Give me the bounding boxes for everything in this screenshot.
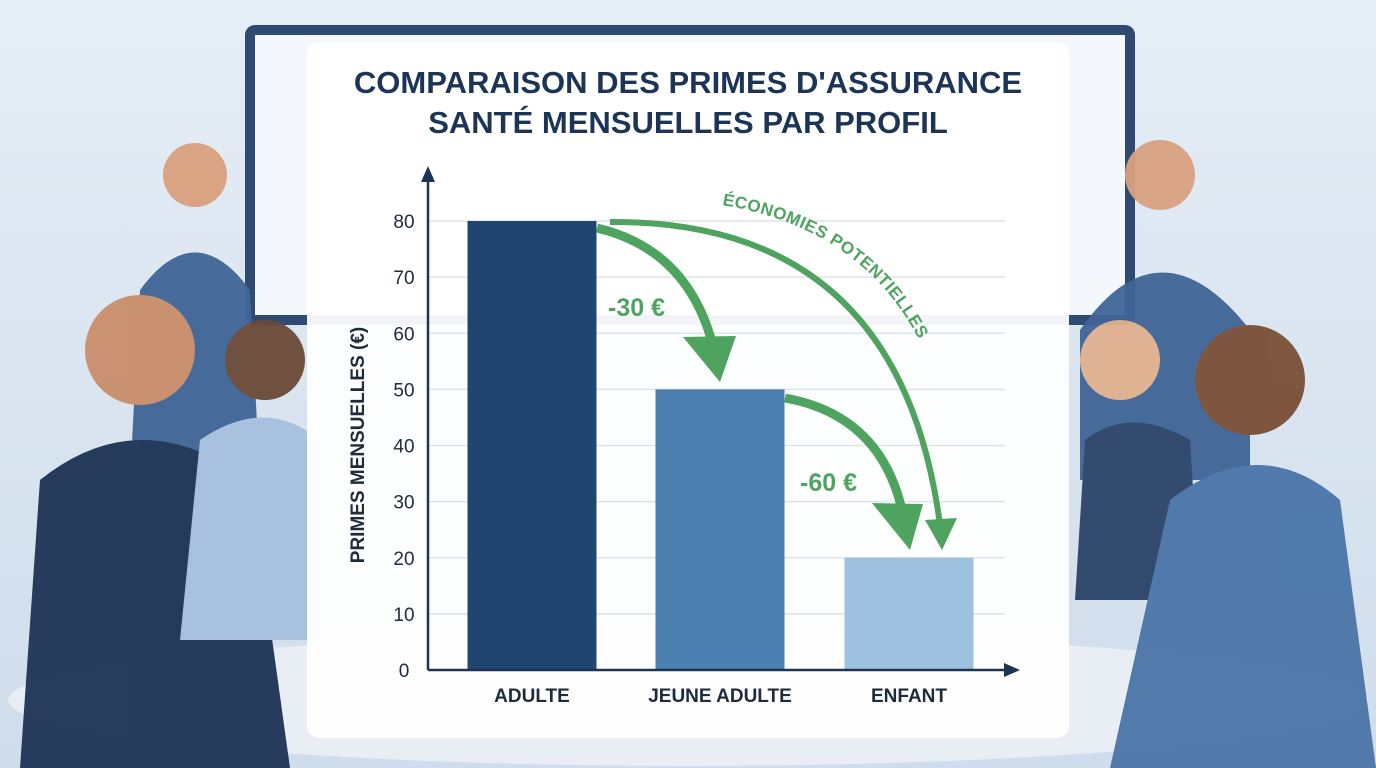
y-axis-arrow [421, 166, 435, 182]
annotation-minus-60: -60 € [800, 469, 857, 497]
x-tick-label: ENFANT [871, 686, 947, 707]
y-tick-label: 60 [393, 324, 414, 345]
bar-adulte [467, 221, 597, 670]
y-tick-label: 40 [393, 437, 414, 458]
y-tick-label: 30 [393, 493, 414, 514]
annotation-economies-potentielles: ÉCONOMIES POTENTIELLES [721, 190, 932, 341]
y-tick-label: 70 [393, 268, 414, 289]
y-tick-label: 80 [393, 212, 414, 233]
bar-jeune-adulte [655, 389, 785, 670]
arrow-adulte-to-jeune [595, 223, 719, 352]
annotation-arrows [595, 218, 957, 550]
y-tick-label: 20 [393, 549, 414, 570]
background-people [20, 140, 1376, 768]
y-tick-label: 50 [393, 380, 414, 401]
x-tick-label: ADULTE [494, 686, 570, 707]
y-tick-label: 0 [399, 661, 410, 682]
chart-title-line-1: COMPARAISON DES PRIMES D'ASSURANCE [354, 65, 1022, 100]
bar-enfant [844, 557, 974, 670]
arrow-jeune-to-enfant [784, 393, 907, 512]
y-axis-label: PRIMES MENSUELLES (€) [348, 327, 369, 563]
x-tick-label: JEUNE ADULTE [648, 686, 792, 707]
chart-title-line-2: SANTÉ MENSUELLES PAR PROFIL [428, 105, 948, 140]
annotation-economies-text: ÉCONOMIES POTENTIELLES [721, 190, 931, 341]
arrow-adulte-to-enfant [609, 218, 943, 526]
annotation-minus-30: -30 € [608, 294, 665, 322]
y-tick-label: 10 [393, 605, 414, 626]
x-axis-arrow [1004, 663, 1020, 677]
